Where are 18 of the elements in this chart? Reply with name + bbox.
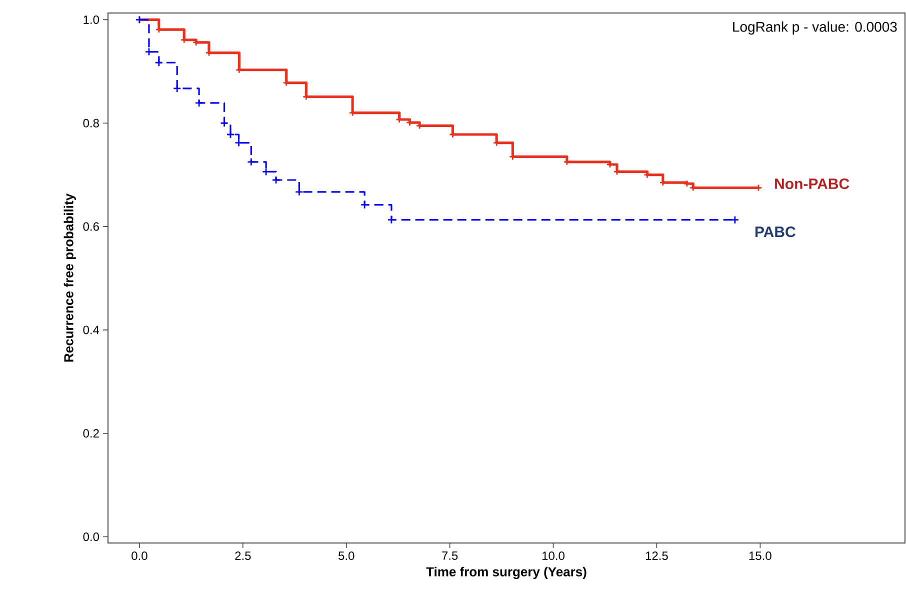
x-axis-title: Time from surgery (Years) bbox=[426, 566, 586, 580]
y-tick-label: 0.0 bbox=[83, 532, 100, 542]
y-axis-title: Recurrence free probability bbox=[64, 194, 76, 362]
series-label: PABC bbox=[755, 226, 796, 238]
annotation: LogRank p - value: 0.0003 bbox=[733, 22, 897, 35]
y-tick-label: 0.6 bbox=[83, 222, 99, 231]
x-tick-label: 0.0 bbox=[132, 552, 148, 560]
y-tick-label: 1.0 bbox=[84, 15, 100, 24]
y-tick-label: 0.2 bbox=[83, 429, 99, 438]
y-tick-label: 0.8 bbox=[83, 118, 99, 128]
x-tick-label: 12.5 bbox=[646, 552, 668, 560]
x-tick-label: 7.5 bbox=[442, 552, 458, 560]
x-tick-label: 10.0 bbox=[542, 552, 564, 560]
series-label: Non-PABC bbox=[775, 178, 850, 190]
x-tick-label: 15.0 bbox=[749, 552, 772, 560]
x-tick-label: 2.5 bbox=[235, 552, 251, 560]
y-tick-label: 0.4 bbox=[83, 326, 100, 334]
x-tick-label: 5.0 bbox=[338, 552, 354, 560]
